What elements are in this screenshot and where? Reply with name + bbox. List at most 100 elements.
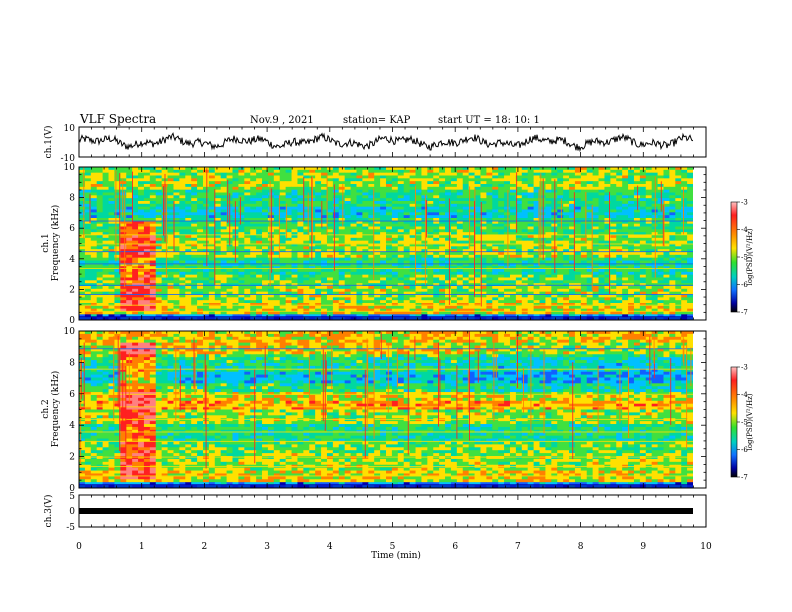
spectrogram-cell [326, 240, 334, 244]
spectrogram-cell [179, 263, 186, 267]
spectrogram-cell [628, 246, 635, 250]
spectrogram-cell [344, 178, 351, 182]
spectrogram-cell [350, 269, 357, 273]
spectrogram-cell [96, 280, 104, 284]
spectrogram-cell [580, 198, 588, 202]
spectrogram-cell [208, 280, 216, 284]
spectrogram-cell [238, 229, 245, 233]
spectrogram-cell [138, 220, 145, 225]
spectrogram-cell [509, 178, 517, 182]
spectrogram-cell [628, 297, 635, 301]
spectrogram-cell [439, 226, 446, 230]
spectrogram-cell [539, 260, 546, 264]
spectrogram-cell [149, 291, 157, 295]
spectrogram-cell [498, 237, 505, 242]
spectrogram-cell [574, 254, 582, 259]
spectrogram-cell [687, 220, 694, 225]
spectrogram-cell [238, 184, 245, 188]
spectrogram-cell [421, 184, 428, 188]
spectrogram-cell [403, 246, 411, 250]
spectrogram-cell [96, 271, 104, 276]
spectrogram-cell [515, 189, 523, 193]
spectrogram-cell [197, 229, 204, 233]
spectrogram-cell [332, 280, 340, 284]
spectrogram-cell [391, 209, 399, 213]
spectrogram-cell [262, 283, 269, 287]
spectrogram-cell [374, 235, 381, 239]
spectrogram-cell [681, 283, 688, 287]
spectrogram-cell [356, 169, 363, 174]
spectrogram-cell [344, 286, 351, 290]
spectrogram-cell [291, 235, 298, 239]
spectrogram-cell [492, 280, 499, 284]
spectrogram-cell [108, 220, 115, 225]
spectrogram-cell [439, 184, 446, 188]
spectrogram-cell [173, 249, 180, 253]
spectrogram-cell [557, 198, 564, 202]
spectrogram-cell [427, 232, 434, 236]
spectrogram-cell [279, 226, 287, 230]
spectrogram-cell [657, 257, 664, 261]
spectrogram-cell [628, 271, 635, 276]
spectrogram-cell [492, 291, 499, 295]
spectrogram-cell [185, 212, 192, 216]
spectrogram-cell [126, 235, 133, 239]
spectrogram-cell [244, 294, 251, 298]
spectrogram-cell [616, 203, 623, 208]
spectrogram-cell [515, 198, 523, 202]
spectrogram-cell [108, 246, 115, 250]
spectrogram-cell [657, 280, 664, 284]
spectrogram-cell [545, 229, 552, 233]
spectrogram-cell [149, 178, 157, 182]
spectrogram-cell [569, 201, 576, 205]
spectrogram-cell [427, 254, 434, 259]
spectrogram-cell [226, 181, 233, 185]
spectrogram-cell [474, 291, 481, 295]
spectrogram-cell [433, 260, 440, 264]
spectrogram-cell [297, 269, 304, 273]
spectrogram-cell [197, 280, 204, 284]
spectrogram-cell [439, 186, 446, 191]
spectrogram-cell [415, 167, 422, 171]
spectrogram-cell [191, 246, 198, 250]
spectrogram-cell [79, 266, 86, 270]
spectrogram-cell [669, 291, 676, 295]
spectrogram-cell [202, 294, 210, 298]
spectrogram-cell [551, 286, 558, 290]
spectrogram-cell [657, 274, 664, 278]
spectrogram-cell [303, 283, 310, 287]
spectrogram-cell [569, 169, 576, 174]
spectrogram-cell [462, 254, 470, 259]
spectrogram-cell [226, 277, 233, 281]
spectrogram-cell [675, 181, 682, 185]
spectrogram-cell [539, 254, 546, 259]
spectrogram-cell [273, 271, 281, 276]
spectrogram-cell [350, 252, 357, 256]
spectrogram-cell [557, 218, 564, 222]
spectrogram-cell [456, 220, 464, 225]
spectrogram-cell [462, 246, 470, 250]
spectrogram-cell [285, 186, 292, 191]
spectrogram-cell [208, 269, 216, 273]
spectrogram-cell [415, 209, 422, 213]
spectrogram-cell [610, 203, 617, 208]
spectrogram-cell [427, 246, 434, 250]
spectrogram-cell [202, 201, 210, 205]
spectrogram-cell [533, 189, 540, 193]
spectrogram-cell [403, 297, 411, 301]
spectrogram-cell [114, 206, 121, 210]
spectrogram-cell [356, 195, 363, 199]
spectrogram-cell [114, 271, 121, 276]
spectrogram-cell [149, 215, 157, 219]
spectrogram-cell [374, 229, 381, 233]
spectrogram-cell [344, 277, 351, 281]
spectrogram-cell [681, 266, 688, 270]
spectrogram-cell [580, 277, 588, 281]
spectrogram-cell [427, 237, 434, 242]
spectrogram-cell [285, 203, 292, 208]
spectrogram-cell [214, 269, 222, 273]
spectrogram-cell [421, 223, 428, 227]
spectrogram-cell [326, 195, 334, 199]
spectrogram-cell [563, 203, 570, 208]
spectrogram-cell [409, 178, 416, 182]
